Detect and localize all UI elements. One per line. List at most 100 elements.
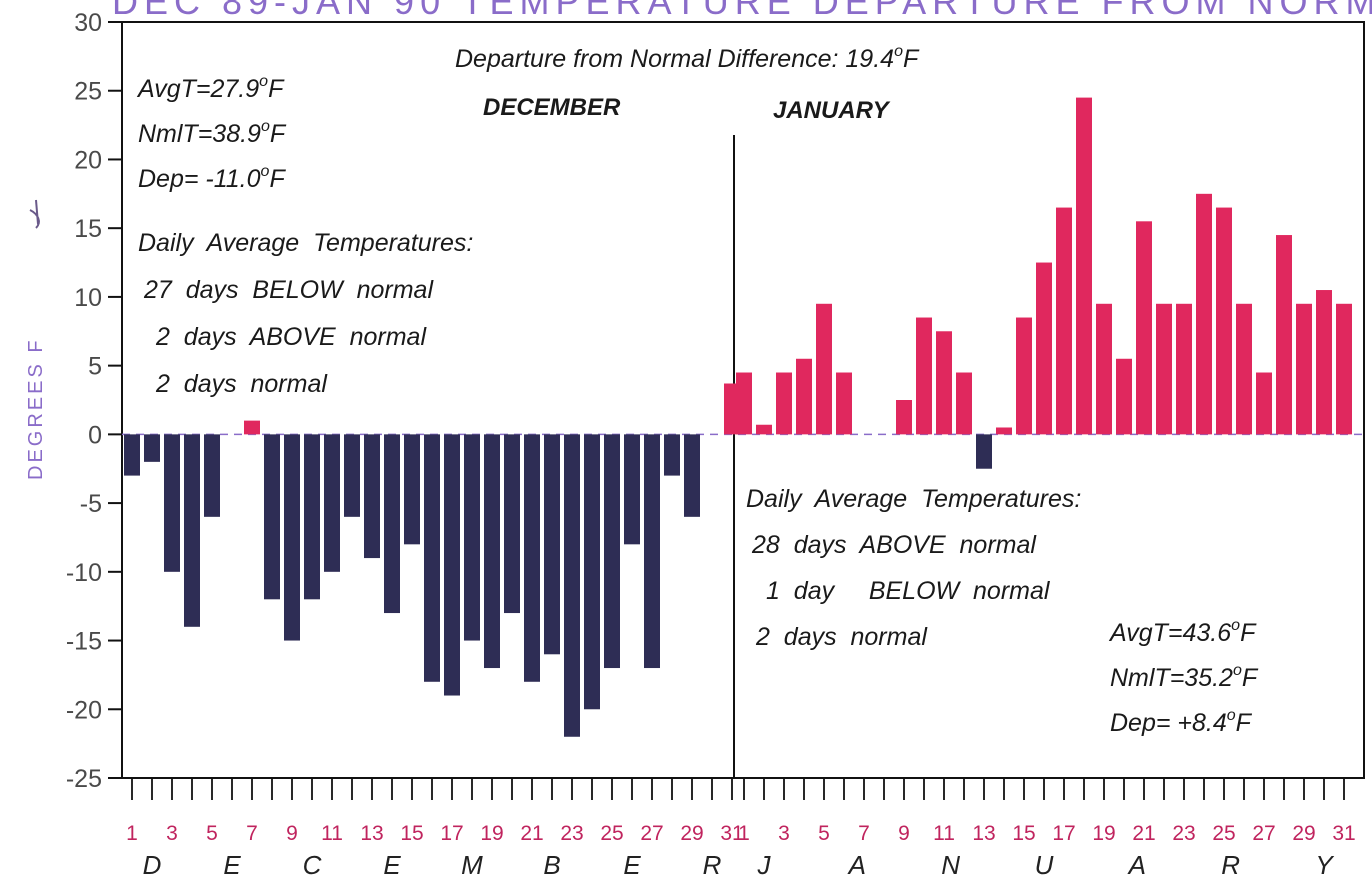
y-tick-label: -10 <box>66 559 102 587</box>
x-tick-label: 17 <box>440 822 463 845</box>
x-tick-label: 9 <box>898 822 910 845</box>
bar-january-20 <box>1116 358 1132 435</box>
x-tick-label: 19 <box>480 822 503 845</box>
bar-december-19 <box>484 434 500 669</box>
y-tick-label: 25 <box>74 78 102 106</box>
x-tick-label: 19 <box>1092 822 1115 845</box>
month-letter: J <box>757 850 772 880</box>
x-tick-label: 5 <box>206 822 218 845</box>
y-tick-label: -5 <box>80 490 102 518</box>
month-letter: Y <box>1315 850 1334 880</box>
bar-january-22 <box>1156 303 1172 435</box>
handwritten-mark <box>29 199 40 229</box>
x-tick-label: 23 <box>560 822 583 845</box>
bar-january-21 <box>1136 221 1152 435</box>
y-tick-label: -15 <box>66 628 102 656</box>
month-letter: N <box>941 850 960 880</box>
bar-january-23 <box>1176 303 1192 435</box>
x-tick-label: 29 <box>680 822 703 845</box>
summary-line: 27 days BELOW normal <box>143 276 434 304</box>
summary-line: Daily Average Temperatures: <box>138 229 473 257</box>
bars-layer <box>124 97 1352 737</box>
x-tick-label: 15 <box>1012 822 1035 845</box>
y-axis-label: DEGREES F <box>25 337 47 480</box>
bar-january-30 <box>1316 290 1332 435</box>
bar-january-6 <box>836 372 852 435</box>
bar-january-24 <box>1196 193 1212 435</box>
bar-january-13 <box>976 434 992 469</box>
summary-line: 2 days normal <box>155 370 328 398</box>
y-axis: 30 25 20 15 10 5 0 -5 -10 -15 -20 -25 <box>66 9 122 793</box>
bar-january-29 <box>1296 303 1312 435</box>
x-tick-label: 13 <box>360 822 383 845</box>
bar-december-12 <box>344 434 360 517</box>
month-letter: A <box>1127 850 1146 880</box>
y-tick-label: 10 <box>74 284 102 312</box>
stat-line: AvgT=27.9oF <box>136 73 285 103</box>
x-tick-label: 13 <box>972 822 995 845</box>
x-tick-label: 3 <box>778 822 790 845</box>
y-tick-label: -25 <box>66 765 102 793</box>
bar-december-3 <box>164 434 180 572</box>
x-tick-label: 11 <box>933 822 955 845</box>
bar-december-28 <box>664 434 680 476</box>
bar-december-17 <box>444 434 460 696</box>
january-summary: Daily Average Temperatures: 28 days ABOVE… <box>746 485 1081 651</box>
bar-january-9 <box>896 400 912 435</box>
bar-december-13 <box>364 434 380 559</box>
bar-january-26 <box>1236 303 1252 435</box>
chart-title: DEC 89-JAN 90 TEMPERATURE DEPARTURE FROM… <box>112 0 1372 22</box>
x-tick-label: 31 <box>720 822 743 845</box>
month-letter: B <box>543 850 560 880</box>
x-tick-label: 5 <box>818 822 830 845</box>
bar-january-17 <box>1056 207 1072 435</box>
stat-line: Dep= -11.0oF <box>138 163 286 193</box>
summary-line: 1 day BELOW normal <box>766 577 1051 605</box>
stat-line: NmlT=38.9oF <box>138 118 287 148</box>
x-tick-label: 11 <box>321 822 343 845</box>
x-axis: 1 3 5 7 9 11 13 15 17 19 21 23 25 27 29 31D E C E M B E R1 3 5 7 9… <box>126 778 1356 880</box>
x-tick-label: 23 <box>1172 822 1195 845</box>
x-tick-label: 7 <box>858 822 870 845</box>
x-tick-label: 21 <box>1132 822 1155 845</box>
month-letter: E <box>383 850 401 880</box>
month-letter: A <box>847 850 866 880</box>
y-tick-label: 15 <box>74 215 102 243</box>
bar-december-14 <box>384 434 400 614</box>
bar-january-3 <box>776 372 792 435</box>
bar-january-14 <box>996 427 1012 435</box>
x-tick-label: 25 <box>600 822 623 845</box>
x-tick-label: 15 <box>400 822 423 845</box>
january-stats: AvgT=43.6oF NmlT=35.2oF Dep= +8.4oF <box>1108 617 1259 737</box>
x-tick-label: 31 <box>1332 822 1355 845</box>
month-letter: U <box>1035 850 1054 880</box>
x-tick-label: 27 <box>640 822 663 845</box>
bar-january-31 <box>1336 303 1352 435</box>
x-tick-label: 25 <box>1212 822 1235 845</box>
bar-december-15 <box>404 434 420 545</box>
month-letter: R <box>703 850 722 880</box>
bar-january-10 <box>916 317 932 435</box>
bar-december-5 <box>204 434 220 517</box>
bar-january-12 <box>956 372 972 435</box>
month-letter: M <box>461 850 483 880</box>
summary-line: 2 days ABOVE normal <box>155 323 427 351</box>
x-tick-label: 21 <box>520 822 543 845</box>
stat-line: NmlT=35.2oF <box>1110 662 1259 692</box>
bar-january-4 <box>796 358 812 435</box>
bar-december-25 <box>604 434 620 669</box>
bar-january-11 <box>936 331 952 435</box>
bar-december-21 <box>524 434 540 682</box>
summary-line: 2 days normal <box>755 623 928 651</box>
x-tick-label: 3 <box>166 822 178 845</box>
december-stats: AvgT=27.9oF NmlT=38.9oF Dep= -11.0oF <box>136 73 287 193</box>
y-tick-label: -20 <box>66 696 102 724</box>
stat-line: AvgT=43.6oF <box>1108 617 1257 647</box>
bar-december-26 <box>624 434 640 545</box>
month-letter: R <box>1221 850 1240 880</box>
bar-december-22 <box>544 434 560 655</box>
bar-december-10 <box>304 434 320 600</box>
month-letter: C <box>303 850 322 880</box>
december-summary: Daily Average Temperatures: 27 days BELOW… <box>138 229 473 398</box>
